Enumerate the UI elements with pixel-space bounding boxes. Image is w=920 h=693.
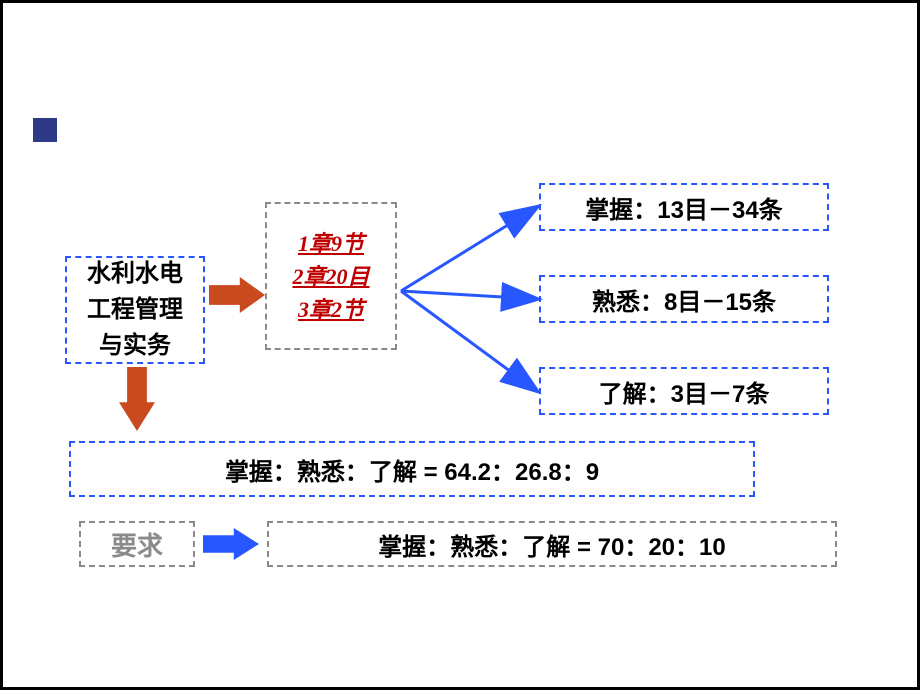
arrows-layer [3, 3, 920, 693]
